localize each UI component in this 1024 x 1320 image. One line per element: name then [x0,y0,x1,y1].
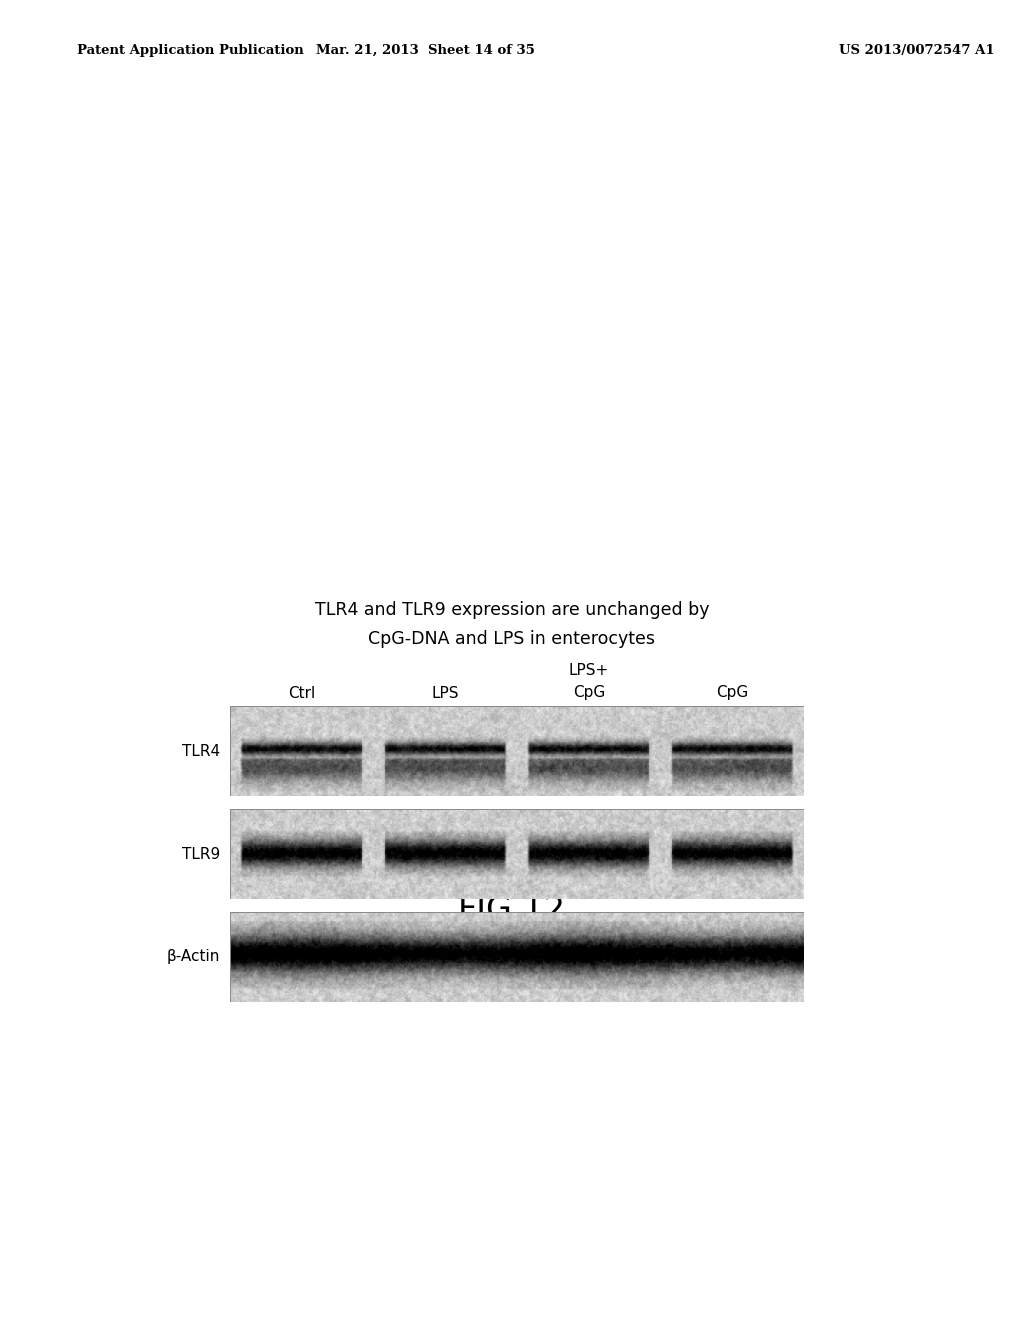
Text: LPS+: LPS+ [568,663,609,678]
Text: Patent Application Publication: Patent Application Publication [77,44,303,57]
Text: β-Actin: β-Actin [167,949,220,965]
Text: CpG-DNA and LPS in enterocytes: CpG-DNA and LPS in enterocytes [369,630,655,648]
Text: FIG.12: FIG.12 [458,895,566,927]
Text: TLR4 and TLR9 expression are unchanged by: TLR4 and TLR9 expression are unchanged b… [314,601,710,619]
Text: TLR4: TLR4 [182,743,220,759]
Text: US 2013/0072547 A1: US 2013/0072547 A1 [839,44,994,57]
Text: Mar. 21, 2013  Sheet 14 of 35: Mar. 21, 2013 Sheet 14 of 35 [315,44,535,57]
Text: CpG: CpG [716,685,749,701]
Text: TLR9: TLR9 [182,846,220,862]
Text: LPS: LPS [432,685,459,701]
Text: Ctrl: Ctrl [289,685,315,701]
Text: CpG: CpG [572,685,605,701]
